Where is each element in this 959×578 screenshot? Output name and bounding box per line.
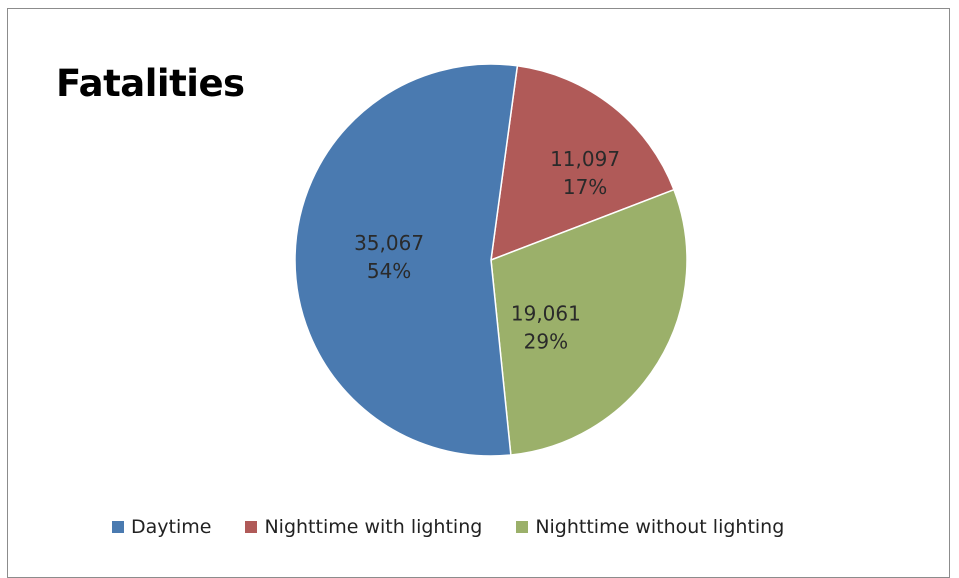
pie-labels: 35,067 54% 11,097 17% 19,061 29% — [354, 147, 620, 354]
data-label-value-nighttime-with-lighting: 11,097 — [550, 147, 620, 171]
data-label-value-nighttime-without-lighting: 19,061 — [511, 302, 581, 326]
legend-label-nighttime-with-lighting: Nighttime with lighting — [264, 516, 483, 538]
pie-slices — [294, 63, 688, 457]
legend-swatch-nighttime-with-lighting — [245, 521, 258, 533]
legend-label-nighttime-without-lighting: Nighttime without lighting — [535, 516, 785, 538]
legend-swatch-nighttime-without-lighting — [516, 521, 529, 533]
legend-label-daytime: Daytime — [131, 516, 212, 538]
legend: Daytime Nighttime with lighting Nighttim… — [112, 516, 784, 538]
legend-item-nighttime-without-lighting: Nighttime without lighting — [516, 516, 784, 538]
pie-slice-daytime — [294, 63, 519, 457]
legend-item-nighttime-with-lighting: Nighttime with lighting — [245, 516, 482, 538]
legend-swatch-daytime — [112, 521, 124, 533]
data-label-percent-daytime: 54% — [367, 259, 411, 283]
chart-title: Fatalities — [56, 62, 245, 105]
pie-slice-nighttime-with-lighting — [490, 64, 675, 262]
pie-chart: 35,067 54% 11,097 17% 19,061 29% — [294, 63, 688, 457]
data-label-value-daytime: 35,067 — [354, 231, 424, 255]
pie-slice-nighttime-without-lighting — [490, 188, 688, 456]
legend-item-daytime: Daytime — [112, 516, 211, 538]
data-label-percent-nighttime-with-lighting: 17% — [563, 175, 607, 199]
data-label-percent-nighttime-without-lighting: 29% — [524, 330, 568, 354]
